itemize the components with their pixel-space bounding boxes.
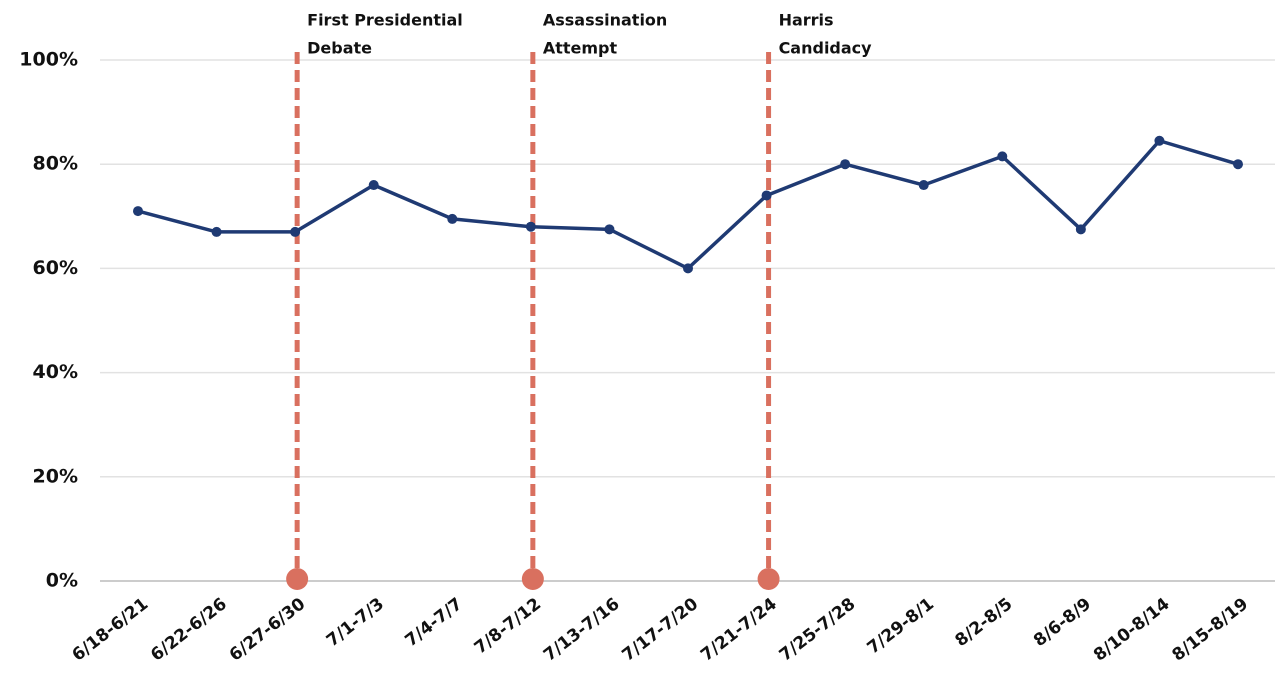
x-tick-label: 7/4-7/7 bbox=[401, 594, 466, 651]
point bbox=[211, 226, 222, 237]
point bbox=[1233, 159, 1243, 170]
x-tick-label: 6/27-6/30 bbox=[226, 594, 310, 666]
point bbox=[683, 263, 693, 274]
point bbox=[840, 159, 851, 170]
y-tick-label: 40% bbox=[33, 361, 78, 383]
series-line bbox=[137, 139, 1239, 271]
y-tick-label: 20% bbox=[33, 465, 78, 487]
x-tick-label: 7/25-7/28 bbox=[776, 594, 860, 665]
event-label: Assassination bbox=[543, 11, 667, 30]
x-tick-label: 7/8-7/12 bbox=[471, 594, 545, 658]
x-tick-label: 8/10-8/14 bbox=[1090, 594, 1174, 666]
event-dot bbox=[521, 568, 544, 590]
point bbox=[997, 151, 1008, 162]
x-tick-label: 8/2-8/5 bbox=[951, 594, 1016, 651]
x-tick-label: 7/29-8/1 bbox=[864, 594, 938, 658]
y-tick-label: 80% bbox=[33, 153, 78, 175]
y-tick-label: 60% bbox=[33, 257, 78, 279]
event-label: Candidacy bbox=[779, 39, 873, 58]
point bbox=[368, 180, 379, 191]
event-label: Harris bbox=[779, 11, 834, 30]
point bbox=[447, 213, 458, 224]
point bbox=[918, 180, 929, 191]
point bbox=[761, 190, 772, 201]
x-tick-label: 7/21-7/24 bbox=[697, 594, 781, 666]
point bbox=[525, 221, 536, 232]
event-dot bbox=[286, 568, 309, 590]
event-label: Attempt bbox=[543, 39, 618, 58]
y-tick-label: 100% bbox=[19, 49, 78, 71]
x-tick-label: 7/13-7/16 bbox=[540, 594, 624, 665]
event-label: First Presidential bbox=[307, 11, 463, 30]
point bbox=[133, 206, 143, 217]
event-label: Debate bbox=[307, 39, 372, 58]
x-tick-label: 8/15-8/19 bbox=[1169, 594, 1253, 665]
x-tick-label: 6/22-6/26 bbox=[147, 594, 231, 665]
point bbox=[604, 224, 615, 235]
x-tick-label: 6/18-6/21 bbox=[69, 594, 153, 665]
x-tick-label: 7/1-7/3 bbox=[323, 594, 388, 651]
x-tick-label: 7/17-7/20 bbox=[619, 594, 703, 666]
event-dot bbox=[757, 568, 780, 590]
point bbox=[1154, 135, 1165, 146]
x-tick-label: 8/6-8/9 bbox=[1030, 594, 1095, 651]
y-tick-label: 0% bbox=[46, 570, 78, 592]
point bbox=[290, 226, 301, 237]
point bbox=[1075, 224, 1086, 235]
